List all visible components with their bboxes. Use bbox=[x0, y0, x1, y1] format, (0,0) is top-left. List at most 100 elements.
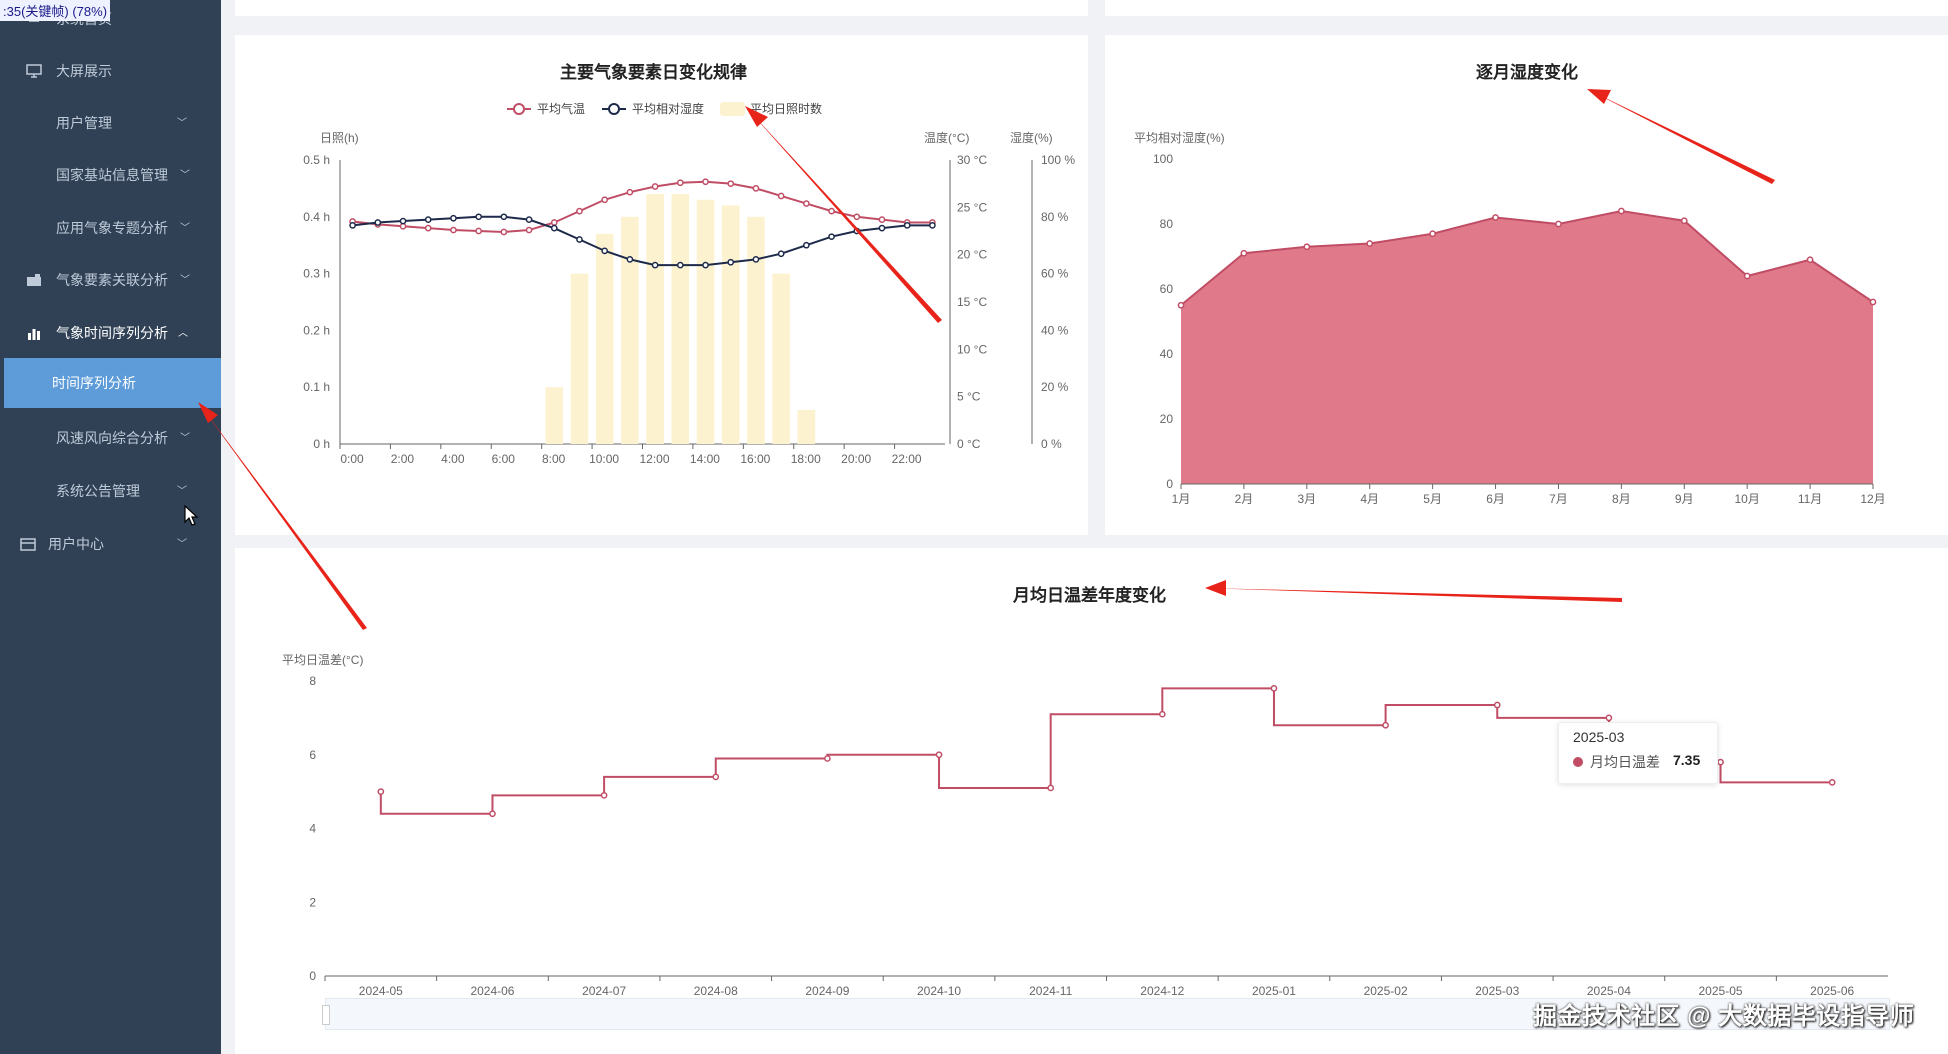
briefcase-icon bbox=[26, 272, 42, 288]
temperature-point bbox=[651, 183, 659, 190]
y-tick-label: 0.5 h bbox=[303, 153, 330, 167]
tooltip-series-name: 月均日温差 bbox=[1590, 754, 1660, 770]
x-tick-label: 6:00 bbox=[492, 452, 516, 466]
tooltip-value: 7.35 bbox=[1673, 752, 1701, 768]
humidity-point bbox=[702, 261, 709, 269]
temperature-point bbox=[500, 228, 508, 236]
panel-tempdiff-chart bbox=[235, 548, 1948, 1054]
x-tick-label: 6月 bbox=[1486, 492, 1505, 506]
y-axis-name: 平均日温差(°C) bbox=[282, 653, 363, 667]
humidity-point bbox=[601, 247, 609, 255]
sidebar-item-label: 气象要素关联分析 bbox=[56, 272, 168, 288]
humidity-point bbox=[1366, 240, 1374, 247]
x-tick-label: 4月 bbox=[1360, 492, 1379, 506]
temperature-point bbox=[853, 213, 861, 221]
sidebar-item-notice[interactable]: 系统公告管理 ﹀ bbox=[0, 468, 221, 514]
y-tick-label: 0 bbox=[1166, 477, 1173, 491]
x-tick-label: 2月 bbox=[1235, 492, 1254, 506]
humidity-point bbox=[878, 224, 886, 232]
sidebar-item-users[interactable]: 用户管理 ﹀ bbox=[0, 100, 221, 146]
humidity-point bbox=[399, 217, 407, 225]
humidity-point bbox=[1618, 207, 1625, 215]
x-tick-label: 5月 bbox=[1423, 492, 1442, 506]
humidity-area bbox=[1181, 211, 1873, 484]
humidity-line bbox=[352, 215, 933, 267]
tempdiff-point bbox=[712, 773, 720, 781]
x-tick-label: 16:00 bbox=[740, 452, 770, 466]
sidebar-item-timeseries[interactable]: 气象时间序列分析 ︿ bbox=[0, 310, 221, 356]
chart-tooltip: 2025-03 月均日温差 7.35 bbox=[1558, 722, 1718, 784]
humidity-point bbox=[1555, 220, 1562, 228]
temperature-point bbox=[777, 192, 785, 200]
y-tick-label: 15 °C bbox=[957, 295, 987, 309]
sidebar-item-correlation[interactable]: 气象要素关联分析 ﹀ bbox=[0, 257, 221, 303]
monitor-icon bbox=[26, 63, 42, 79]
y-tick-label: 0.4 h bbox=[303, 210, 330, 224]
y-tick-label: 80 % bbox=[1041, 210, 1069, 224]
panel-top-right bbox=[1105, 0, 1948, 16]
annotation-arrow bbox=[745, 106, 942, 323]
datazoom-handle-left[interactable] bbox=[322, 1005, 330, 1025]
sunshine-bar bbox=[671, 194, 690, 444]
x-tick-label: 2024-06 bbox=[470, 984, 514, 998]
datazoom-slider[interactable] bbox=[322, 998, 1890, 1030]
y-tick-label: 20 % bbox=[1041, 380, 1069, 394]
temperature-point bbox=[803, 200, 810, 207]
x-tick-label: 8月 bbox=[1612, 492, 1631, 506]
tempdiff-point bbox=[600, 791, 608, 799]
humidity-point bbox=[903, 221, 911, 229]
x-tick-label: 2024-11 bbox=[1029, 984, 1072, 998]
x-tick-label: 2024-08 bbox=[694, 984, 738, 998]
y-tick-label: 100 bbox=[1153, 152, 1173, 166]
x-tick-label: 18:00 bbox=[791, 452, 821, 466]
tempdiff-point bbox=[489, 810, 496, 818]
chevron-down-icon: ﹀ bbox=[180, 223, 190, 234]
y-tick-label: 0 °C bbox=[957, 437, 981, 451]
sidebar-item-topics[interactable]: 应用气象专题分析 ﹀ bbox=[0, 205, 221, 251]
sidebar-item-label: 风速风向综合分析 bbox=[56, 430, 168, 446]
watermark: 掘金技术社区 @ 大数据毕设指导师 bbox=[1533, 1003, 1915, 1030]
temperature-point bbox=[676, 179, 684, 187]
sidebar-item-wind[interactable]: 风速风向综合分析 ﹀ bbox=[0, 415, 221, 461]
tempdiff-point bbox=[1158, 710, 1166, 718]
humidity-point bbox=[1869, 298, 1877, 306]
temperature-point bbox=[424, 224, 432, 232]
temperature-point bbox=[576, 207, 583, 215]
chevron-down-icon: ﹀ bbox=[180, 275, 190, 286]
tempdiff-chart-title: 月均日温差年度变化 bbox=[1013, 586, 1166, 605]
sidebar-item-label: 大屏展示 bbox=[56, 63, 112, 79]
x-tick-label: 2024-12 bbox=[1140, 984, 1184, 998]
sidebar-item-usercenter[interactable]: 用户中心 ﹀ bbox=[0, 521, 221, 567]
sidebar-subitem-timeseries[interactable]: 时间序列分析 bbox=[4, 358, 221, 408]
y-tick-label: 40 % bbox=[1041, 323, 1069, 337]
humidity-point bbox=[676, 261, 684, 269]
humidity-line bbox=[1180, 209, 1874, 307]
humidity-point bbox=[752, 256, 760, 263]
temperature-point bbox=[878, 216, 886, 223]
humidity-point bbox=[525, 216, 533, 223]
legend-label: 平均日照时数 bbox=[750, 101, 822, 116]
y-tick-label: 30 °C bbox=[957, 153, 987, 167]
tempdiff-point bbox=[1047, 784, 1055, 792]
y-tick-label: 0 h bbox=[313, 437, 330, 451]
sunshine-bar bbox=[646, 194, 664, 444]
humidity-point bbox=[828, 233, 835, 241]
x-tick-label: 9月 bbox=[1675, 492, 1694, 506]
y-tick-label: 100 % bbox=[1041, 153, 1075, 167]
sidebar-item-bigscreen[interactable]: 大屏展示 bbox=[0, 48, 221, 94]
humidity-point bbox=[1680, 217, 1688, 225]
y-axis-name: 温度(°C) bbox=[924, 130, 969, 145]
sunshine-bar bbox=[696, 199, 715, 444]
temperature-point bbox=[702, 178, 709, 186]
y-tick-label: 0 bbox=[309, 969, 316, 983]
sunshine-bar bbox=[797, 409, 816, 444]
sidebar-item-stations[interactable]: 国家基站信息管理 ﹀ bbox=[0, 152, 221, 198]
y-tick-label: 60 bbox=[1160, 282, 1174, 296]
humidity-point bbox=[475, 213, 482, 221]
temperature-point bbox=[626, 188, 634, 196]
humidity-point bbox=[1303, 243, 1311, 251]
